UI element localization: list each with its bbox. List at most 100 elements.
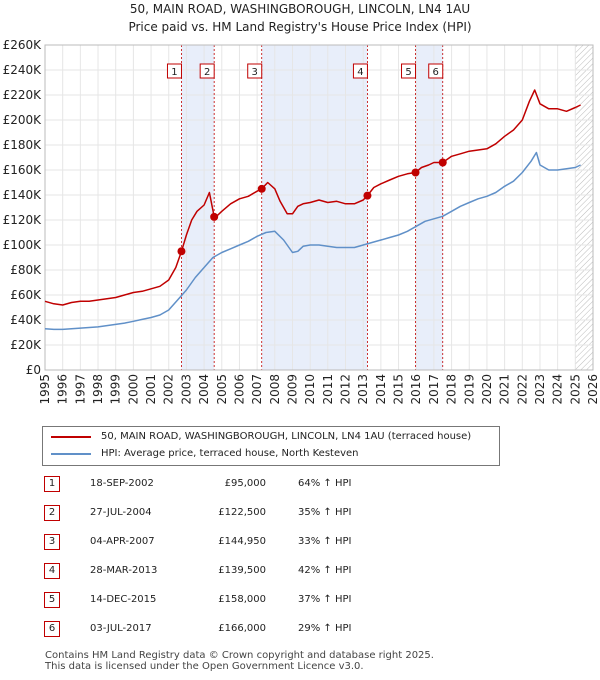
sale-hpi-change: 64% ↑ HPI [298,478,352,489]
sale-label: 3 [252,67,258,78]
footer-attribution: Contains HM Land Registry data © Crown c… [45,650,434,672]
x-tick-label: 2007 [250,374,264,405]
sale-hpi-change: 35% ↑ HPI [298,507,352,518]
y-tick-label: £100K [3,238,43,252]
sale-point [210,212,219,221]
y-tick-label: £40K [10,313,42,327]
x-tick-label: 2016 [409,374,423,405]
sale-label-box [166,63,182,79]
legend-hpi-label: HPI: Average price, terraced house, Nort… [101,448,359,459]
hpi-series-line [44,151,581,331]
sale-label: 2 [204,67,210,78]
sale-hpi-change: 29% ↑ HPI [298,623,352,634]
table-row: 1 18-SEP-2002 £95,000 64% ↑ HPI [0,470,600,498]
x-tick-label: 1995 [38,374,52,405]
sale-point [363,191,372,200]
x-tick-label: 2006 [232,374,246,405]
x-tick-label: 1996 [56,374,70,405]
table-row: 6 03-JUL-2017 £166,000 29% ↑ HPI [0,615,600,643]
y-tick-label: £180K [3,138,43,152]
sale-point [257,184,266,193]
x-tick-label: 2000 [126,374,140,405]
y-tick-label: £20K [10,338,42,352]
legend-item-property: 50, MAIN ROAD, WASHINGBOROUGH, LINCOLN, … [51,431,471,442]
legend-property-label: 50, MAIN ROAD, WASHINGBOROUGH, LINCOLN, … [101,431,472,442]
sale-date: 14-DEC-2015 [90,594,157,605]
sale-label: 5 [405,67,411,78]
footer-license: This data is licensed under the Open Gov… [45,661,364,672]
x-tick-label: 2023 [533,374,547,405]
sale-point [438,158,447,167]
x-tick-label: 2004 [197,374,211,405]
ownership-band [261,45,368,370]
sale-date: 04-APR-2007 [90,536,155,547]
sale-marker-box: 2 [44,505,60,521]
x-tick-label: 1998 [91,374,105,405]
ownership-band [415,45,443,370]
ownership-band [181,45,215,370]
sale-hpi-change: 42% ↑ HPI [298,565,352,576]
chart-legend: 50, MAIN ROAD, WASHINGBOROUGH, LINCOLN, … [42,426,500,466]
sale-marker-box: 6 [44,621,60,637]
sale-label-box [199,63,215,79]
sale-hpi-change: 33% ↑ HPI [298,536,352,547]
x-tick-label: 2003 [179,374,193,405]
x-tick-label: 1999 [109,374,123,405]
plot-border [44,44,594,371]
chart-title: 50, MAIN ROAD, WASHINGBOROUGH, LINCOLN, … [129,2,471,16]
table-row: 3 04-APR-2007 £144,950 33% ↑ HPI [0,528,600,556]
sale-label: 6 [433,67,439,78]
y-tick-label: £140K [3,188,43,202]
x-tick-label: 2020 [480,374,494,405]
table-row: 5 14-DEC-2015 £158,000 37% ↑ HPI [0,586,600,614]
x-tick-label: 2002 [162,374,176,405]
chart-subtitle: Price paid vs. HM Land Registry's House … [128,20,472,34]
sale-price: £139,500 [218,565,266,576]
y-tick-label: £240K [3,63,43,77]
footer-copyright: Contains HM Land Registry data © Crown c… [45,650,434,661]
sale-price: £166,000 [218,623,266,634]
y-tick-label: £120K [3,213,43,227]
x-tick-label: 2025 [568,374,582,405]
x-tick-label: 2008 [268,374,282,405]
sale-date: 28-MAR-2013 [90,565,158,576]
sale-marker-box: 5 [44,592,60,608]
sale-price: £95,000 [224,478,266,489]
sale-label-box [401,63,417,79]
sale-point [177,247,186,256]
sale-price: £158,000 [218,594,266,605]
x-tick-label: 2015 [392,374,406,405]
sale-label-box [352,63,368,79]
x-tick-label: 2026 [586,374,600,405]
sale-marker-box: 1 [44,476,60,492]
x-tick-label: 2012 [339,374,353,405]
x-tick-label: 2014 [374,374,388,405]
x-tick-label: 2022 [515,374,529,405]
x-tick-label: 2005 [215,374,229,405]
x-tick-label: 2021 [498,374,512,405]
sale-date: 03-JUL-2017 [90,623,152,634]
y-tick-label: £200K [3,113,43,127]
y-tick-label: £80K [10,263,42,277]
sale-label-box [247,63,263,79]
sale-label: 4 [357,67,363,78]
y-tick-label: £60K [10,288,42,302]
x-tick-label: 2010 [303,374,317,405]
table-row: 2 27-JUL-2004 £122,500 35% ↑ HPI [0,499,600,527]
price-chart: 1 2 3 4 5 6 £0 £20K £40K £60K £80K £100K £120K £140K £… [3,38,600,405]
legend-item-hpi: HPI: Average price, terraced house, Nort… [51,448,359,459]
legend-red-swatch [51,435,91,438]
x-tick-label: 2009 [285,374,299,405]
y-tick-label: £260K [3,38,43,52]
sale-point [411,168,420,177]
sale-date: 18-SEP-2002 [90,478,154,489]
x-tick-label: 2018 [445,374,459,405]
table-row: 4 28-MAR-2013 £139,500 42% ↑ HPI [0,557,600,585]
y-tick-label: £160K [3,163,43,177]
y-tick-label: £0 [26,363,41,377]
sale-marker-box: 3 [44,534,60,550]
x-tick-label: 2017 [427,374,441,405]
x-tick-label: 1997 [73,374,87,405]
x-tick-label: 2019 [462,374,476,405]
sale-price: £144,950 [218,536,266,547]
